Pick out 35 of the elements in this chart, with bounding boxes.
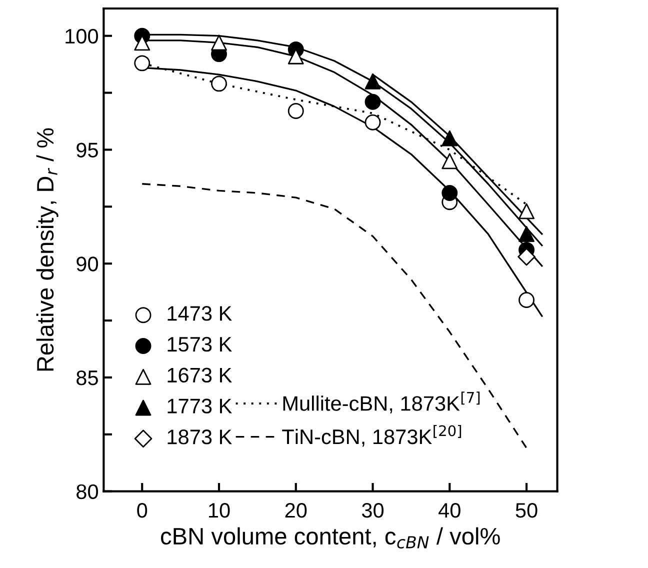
point: [211, 76, 227, 92]
point: [442, 185, 458, 201]
legend-label: 1573 K: [168, 336, 232, 352]
point: [288, 103, 304, 119]
y-tick-label: 100: [66, 28, 98, 44]
y-tick-label: 90: [76, 256, 98, 272]
point: [364, 94, 381, 110]
x-tick-label: 10: [209, 502, 230, 518]
y-tick-label: 95: [76, 142, 98, 158]
legend-label: 1673 K: [168, 368, 232, 383]
y-axis-title: Relative density, D$_{r}$ / %: [36, 128, 58, 371]
point: [442, 130, 458, 146]
point: [211, 34, 227, 51]
legend-label: TiN-cBN, 1873K$^{[20]}$: [282, 424, 462, 447]
point: [518, 292, 535, 308]
line-series: [141, 183, 528, 449]
x-tick-label: 50: [516, 502, 538, 518]
x-tick-label: 20: [285, 502, 307, 518]
point: [518, 248, 536, 266]
x-tick-label: 40: [438, 502, 460, 518]
y-tick-label: 85: [76, 370, 98, 386]
legend-label: 1473 K: [168, 306, 232, 321]
point: [442, 153, 458, 170]
x-tick-label: 30: [362, 502, 384, 518]
legend-label: 1773 K: [168, 398, 232, 414]
x-tick-label: 0: [137, 502, 148, 518]
point: [518, 203, 535, 220]
point: [364, 114, 381, 130]
legend-label: Mullite-cBN, 1873K$^{[7]}$: [283, 392, 480, 414]
point: [134, 55, 150, 72]
x-axis-title: cBN volume content, c$_{cBN}$ / vol%: [161, 527, 500, 548]
point: [518, 226, 535, 242]
point: [364, 73, 381, 90]
y-tick-label: 80: [76, 484, 98, 500]
legend-label: 1873 K: [168, 430, 232, 444]
